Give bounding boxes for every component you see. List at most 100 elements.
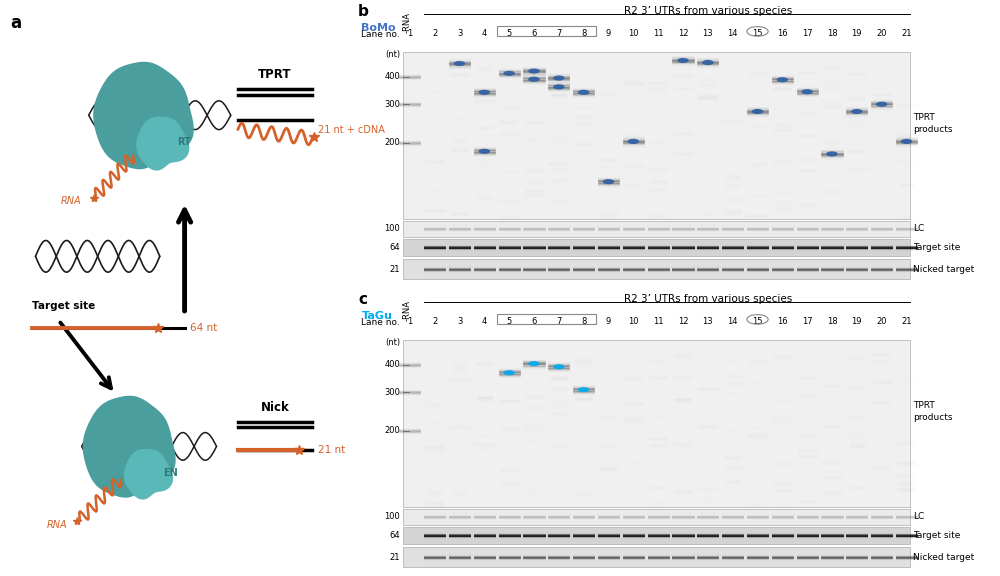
Polygon shape [94, 62, 193, 169]
Text: 14: 14 [727, 29, 738, 38]
Text: Nicked target: Nicked target [913, 265, 974, 274]
Text: 21: 21 [390, 553, 400, 562]
Text: RT: RT [178, 137, 191, 147]
Text: 9: 9 [606, 317, 611, 326]
Text: 11: 11 [653, 317, 663, 326]
Polygon shape [137, 118, 189, 170]
Text: 7: 7 [556, 29, 562, 38]
Text: Lane no.: Lane no. [361, 318, 400, 327]
Bar [403, 527, 910, 544]
Circle shape [801, 89, 813, 94]
Text: 21: 21 [901, 29, 912, 38]
Bar [403, 221, 910, 237]
Bar [403, 547, 910, 567]
Text: 2: 2 [432, 317, 437, 326]
Text: b: b [358, 4, 369, 20]
Circle shape [553, 75, 565, 81]
Text: TPRT
products: TPRT products [913, 113, 952, 134]
Bar [403, 52, 910, 219]
Text: 11: 11 [653, 29, 663, 38]
Text: 9: 9 [606, 29, 611, 38]
Text: 18: 18 [827, 29, 837, 38]
Text: 13: 13 [703, 29, 713, 38]
Text: 1: 1 [407, 317, 412, 326]
Polygon shape [125, 449, 172, 499]
Circle shape [826, 151, 838, 157]
Text: Target site: Target site [913, 531, 960, 540]
Text: 64: 64 [390, 243, 400, 252]
Text: 18: 18 [827, 317, 837, 326]
Circle shape [677, 58, 689, 63]
Circle shape [603, 179, 614, 184]
Text: 5: 5 [507, 317, 512, 326]
Text: 13: 13 [703, 317, 713, 326]
Text: 6: 6 [531, 29, 537, 38]
Bar [497, 26, 596, 36]
Text: TaGu: TaGu [361, 311, 392, 321]
Text: 4: 4 [482, 29, 487, 38]
Circle shape [503, 71, 515, 76]
Text: BoMo: BoMo [361, 23, 396, 33]
Text: -RNA: -RNA [402, 300, 411, 320]
Text: 12: 12 [678, 317, 688, 326]
Text: 8: 8 [581, 317, 586, 326]
Text: 14: 14 [727, 317, 738, 326]
Circle shape [528, 69, 540, 74]
Circle shape [752, 109, 763, 114]
Text: a: a [11, 14, 22, 32]
Text: Nick: Nick [261, 400, 290, 414]
Text: 100: 100 [384, 225, 400, 233]
Text: 400: 400 [384, 73, 400, 81]
Text: c: c [358, 293, 367, 308]
Text: 3: 3 [457, 29, 462, 38]
Text: TPRT: TPRT [258, 67, 292, 81]
Circle shape [876, 101, 887, 107]
Text: LC: LC [913, 225, 924, 233]
Text: 5: 5 [507, 29, 512, 38]
Circle shape [553, 84, 565, 89]
Text: 200: 200 [384, 426, 400, 435]
Circle shape [702, 60, 714, 65]
Text: 6: 6 [531, 317, 537, 326]
Text: 100: 100 [384, 513, 400, 521]
Bar [403, 239, 910, 256]
Circle shape [628, 139, 639, 144]
Text: 21 nt: 21 nt [318, 445, 345, 456]
Text: -RNA: -RNA [402, 12, 411, 32]
Text: (nt): (nt) [385, 51, 400, 59]
Text: RNA: RNA [47, 520, 67, 529]
Text: 20: 20 [876, 317, 887, 326]
Text: Target site: Target site [913, 243, 960, 252]
Bar [403, 340, 910, 507]
Circle shape [454, 61, 465, 66]
Bar [403, 259, 910, 279]
Text: R2 3’ UTRs from various species: R2 3’ UTRs from various species [624, 294, 792, 304]
Text: 21: 21 [901, 317, 912, 326]
Text: 21: 21 [390, 265, 400, 274]
Text: 1: 1 [407, 29, 412, 38]
Circle shape [528, 77, 540, 82]
Text: 2: 2 [432, 29, 437, 38]
Text: 20: 20 [876, 29, 887, 38]
Text: 17: 17 [802, 317, 812, 326]
Circle shape [528, 361, 540, 366]
Circle shape [503, 370, 515, 376]
Text: 10: 10 [628, 29, 639, 38]
Text: 8: 8 [581, 29, 586, 38]
Circle shape [851, 109, 863, 114]
Text: 19: 19 [852, 29, 862, 38]
Circle shape [901, 139, 912, 144]
Bar [403, 509, 910, 525]
Circle shape [578, 90, 589, 95]
Text: 16: 16 [777, 317, 788, 326]
Circle shape [479, 90, 490, 95]
Text: 7: 7 [556, 317, 562, 326]
Circle shape [578, 387, 589, 392]
Text: 3: 3 [457, 317, 462, 326]
Text: 64: 64 [390, 531, 400, 540]
Text: 21 nt + cDNA: 21 nt + cDNA [318, 124, 385, 135]
Text: LC: LC [913, 513, 924, 521]
Circle shape [777, 77, 788, 82]
Circle shape [479, 149, 490, 154]
Bar [497, 314, 596, 324]
